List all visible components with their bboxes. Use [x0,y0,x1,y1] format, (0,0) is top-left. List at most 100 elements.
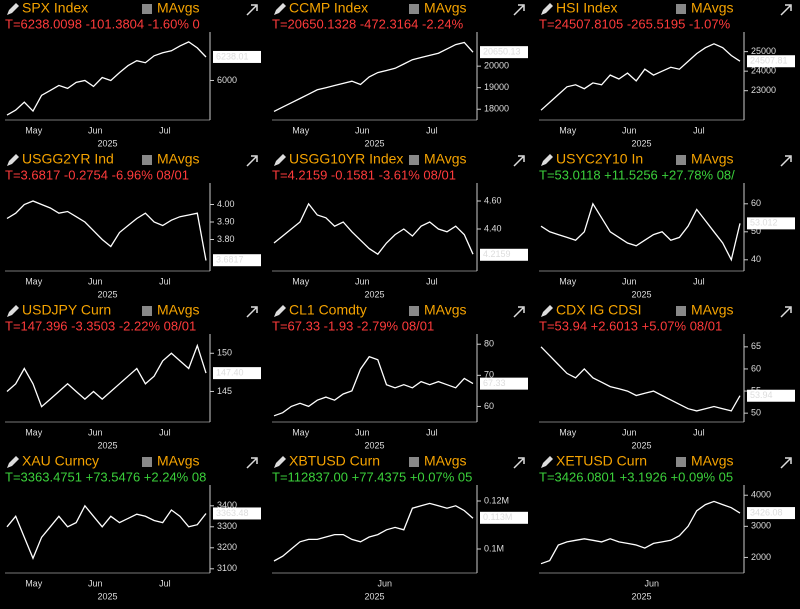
x-tick-label: Jun [622,427,637,437]
last-value-box [213,507,261,520]
indicator-label[interactable]: MAvgs [424,0,467,16]
edit-icon[interactable] [7,305,19,317]
indicator-label[interactable]: MAvgs [691,151,734,167]
y-tick-label: 145 [217,386,232,396]
x-year-label: 2025 [97,138,117,148]
y-tick-label: 3400 [217,500,237,510]
indicator-label[interactable]: MAvgs [691,453,734,469]
y-tick-label: 4000 [751,490,771,500]
last-value-box [747,389,795,402]
last-value-box [480,248,528,261]
y-tick-label: 65 [751,341,761,351]
stats-line: T=112837.00 +77.4375 +0.07% 05 [272,469,472,484]
price-line [540,43,741,111]
indicator-label[interactable]: MAvgs [157,302,200,318]
x-tick-label: May [25,125,43,135]
edit-icon[interactable] [274,456,286,468]
indicator-label[interactable]: MAvgs [157,453,200,469]
price-line [540,346,741,412]
price-line [273,355,474,417]
panel-title[interactable]: XAU Curncy [22,453,99,469]
expand-icon[interactable] [513,155,525,167]
price-line [6,200,207,261]
indicator-label[interactable]: MAvgs [424,151,467,167]
expand-icon[interactable] [246,306,258,318]
panel-title[interactable]: SPX Index [22,0,88,16]
expand-icon[interactable] [780,306,792,318]
indicator-label[interactable]: MAvgs [157,151,200,167]
last-value-box [747,217,795,230]
expand-icon[interactable] [246,4,258,16]
x-tick-label: Jun [88,276,103,286]
edit-icon[interactable] [541,3,553,15]
price-line [6,504,207,561]
panel-title[interactable]: USYC2Y10 In [556,151,643,167]
x-tick-label: Jul [159,578,171,588]
legend-swatch [409,4,419,14]
stats-line: T=3363.4751 +73.5476 +2.24% 08 [5,469,206,484]
expand-icon[interactable] [780,155,792,167]
panel-title[interactable]: USGG2YR Ind [22,151,114,167]
stats-line: T=20650.1328 -472.3164 -2.24% [272,16,464,31]
panel-title[interactable]: CL1 Comdty [289,302,367,318]
y-tick-label: 60 [751,363,761,373]
indicator-label[interactable]: MAvgs [424,453,467,469]
last-value-box [213,254,261,267]
y-tick-label: 3200 [217,542,237,552]
edit-icon[interactable] [274,3,286,15]
panel-title[interactable]: USGG10YR Index [289,151,403,167]
y-tick-label: 3100 [217,563,237,573]
expand-icon[interactable] [246,155,258,167]
last-value-box [747,55,795,68]
edit-icon[interactable] [274,154,286,166]
panel-title[interactable]: CDX IG CDSI [556,302,642,318]
indicator-label[interactable]: MAvgs [691,302,734,318]
y-tick-label: 50 [751,226,761,236]
x-year-label: 2025 [364,289,384,299]
y-tick-label: 0.12M [484,495,509,505]
y-tick-label: 18000 [484,104,509,114]
indicator-label[interactable]: MAvgs [157,0,200,16]
indicator-label[interactable]: MAvgs [691,0,734,16]
y-tick-label: 25000 [751,46,776,56]
x-tick-label: Jul [426,427,438,437]
edit-icon[interactable] [7,456,19,468]
x-tick-label: Jul [159,125,171,135]
y-tick-label: 70 [484,370,494,380]
x-year-label: 2025 [364,440,384,450]
x-year-label: 2025 [631,289,651,299]
edit-icon[interactable] [274,305,286,317]
panel-title[interactable]: USDJPY Curn [22,302,111,318]
panel-title[interactable]: XETUSD Curn [556,453,647,469]
edit-icon[interactable] [7,154,19,166]
expand-icon[interactable] [513,457,525,469]
x-tick-label: Jun [88,578,103,588]
legend-swatch [676,306,686,316]
y-tick-label: 19000 [484,82,509,92]
panel-title[interactable]: XBTUSD Curn [289,453,380,469]
indicator-label[interactable]: MAvgs [424,302,467,318]
panel-title[interactable]: CCMP Index [289,0,368,16]
y-tick-label: 50 [751,408,761,418]
edit-icon[interactable] [541,154,553,166]
price-line [6,41,207,116]
edit-icon[interactable] [541,456,553,468]
edit-icon[interactable] [7,3,19,15]
expand-icon[interactable] [246,457,258,469]
stats-line: T=53.0118 +11.5256 +27.78% 08/ [539,167,735,182]
legend-swatch [409,457,419,467]
last-value-label: 3426.08 [750,507,783,517]
x-year-label: 2025 [631,138,651,148]
last-value-label: 20650.13 [483,47,521,57]
panel-title[interactable]: HSI Index [556,0,617,16]
last-value-label: 3363.48 [216,508,249,518]
last-value-label: 4.2159 [483,249,511,259]
edit-icon[interactable] [541,305,553,317]
x-year-label: 2025 [631,591,651,601]
expand-icon[interactable] [780,457,792,469]
expand-icon[interactable] [513,4,525,16]
last-value-box [213,367,261,380]
expand-icon[interactable] [780,4,792,16]
expand-icon[interactable] [513,306,525,318]
